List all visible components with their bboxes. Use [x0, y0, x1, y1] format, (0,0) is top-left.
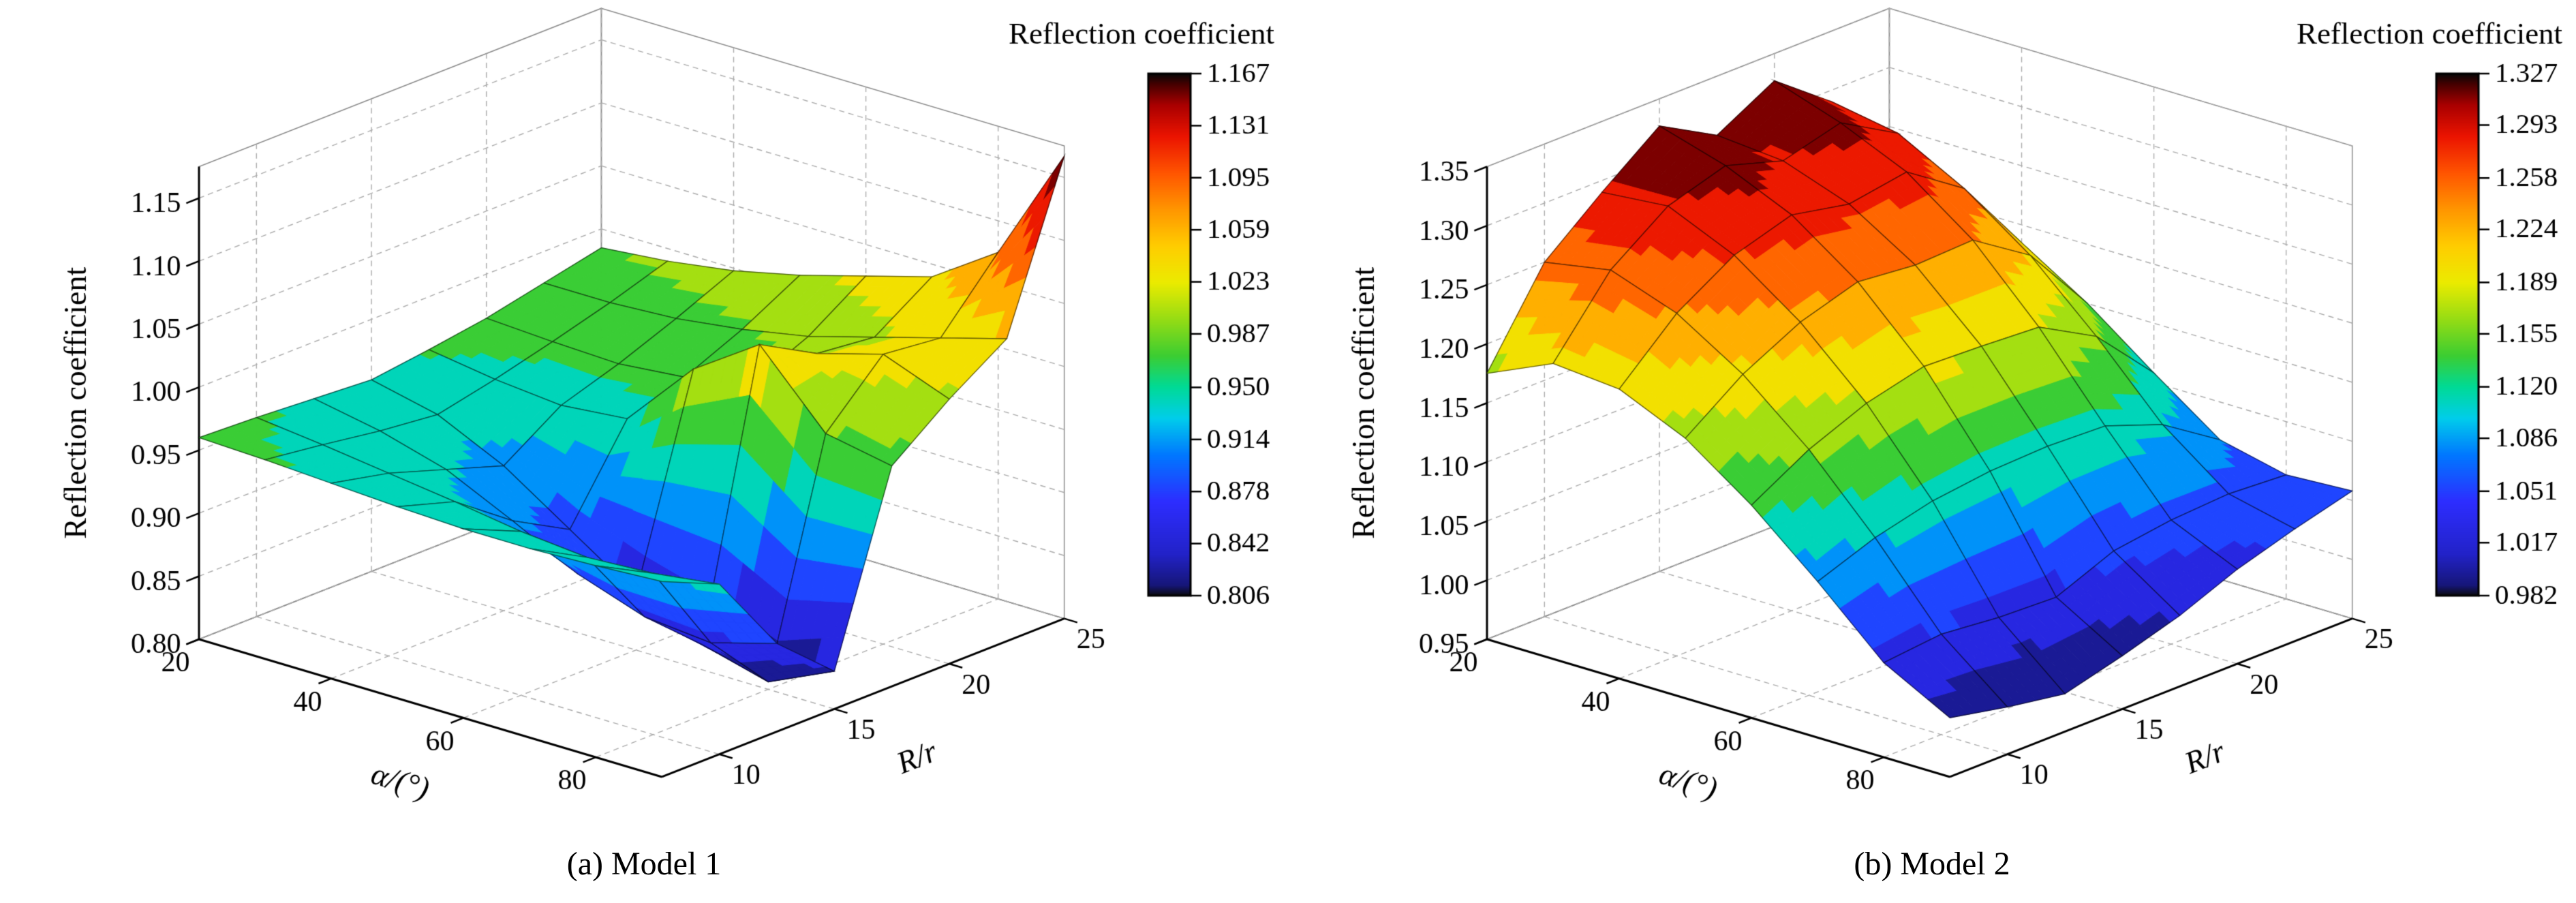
surface-plot-model-1 [0, 0, 1288, 845]
surface-plot-model-2 [1288, 0, 2576, 845]
panel-model-2: (b) Model 2 [1288, 0, 2576, 903]
caption-model-2: (b) Model 2 [1854, 846, 2010, 882]
panel-model-1: (a) Model 1 [0, 0, 1288, 882]
caption-model-1: (a) Model 1 [566, 846, 722, 882]
